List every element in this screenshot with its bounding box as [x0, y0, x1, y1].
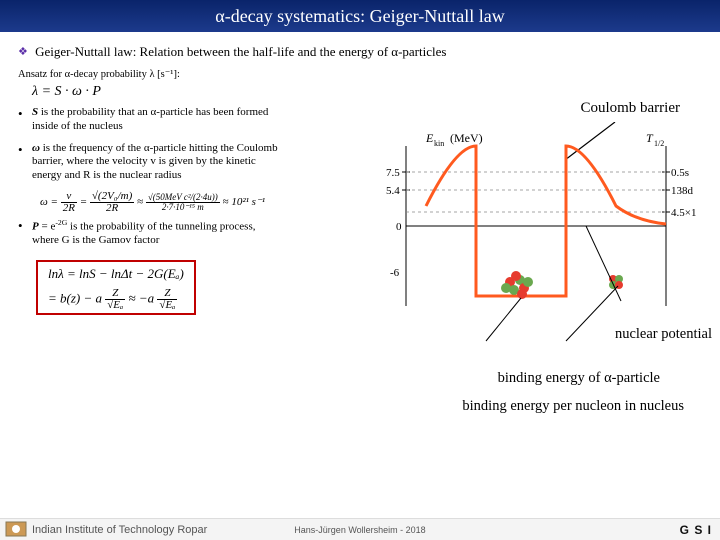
svg-text:7.5: 7.5	[386, 167, 400, 179]
footer: Indian Institute of Technology Ropar Han…	[0, 518, 720, 540]
p-symbol: P	[32, 220, 39, 232]
iit-logo-icon	[4, 520, 28, 538]
main-bullet-text: Geiger-Nuttall law: Relation between the…	[35, 44, 446, 59]
svg-text:138d: 138d	[671, 185, 694, 197]
omega-text: is the frequency of the α-particle hitti…	[32, 142, 278, 182]
potential-diagram: E kin (MeV) T 1/2 7.5 5.4 0 -6 0.5s 138d…	[366, 126, 696, 346]
boxed-line2: = b(z) − a Z√Eₐ ≈ −a Z√Eₐ	[48, 288, 184, 311]
svg-text:5.4: 5.4	[386, 185, 400, 197]
footer-left: Indian Institute of Technology Ropar	[32, 524, 207, 536]
omega-symbol: ω	[32, 142, 40, 154]
svg-text:4.5×10⁹a: 4.5×10⁹a	[671, 207, 696, 219]
bullet-dot-icon: •	[18, 142, 32, 183]
slide-title: α-decay systematics: Geiger-Nuttall law	[0, 0, 720, 32]
diamond-bullet-icon: ❖	[18, 45, 28, 58]
s-text: is the probability that an α-particle ha…	[32, 106, 268, 132]
ansatz-line: Ansatz for α-decay probability λ [s⁻¹]:	[18, 68, 702, 80]
be-alpha-label: binding energy of α-particle	[498, 370, 660, 387]
svg-text:0.5s: 0.5s	[671, 167, 689, 179]
be-nucleon-label: binding energy per nucleon in nucleus	[462, 398, 684, 415]
boxed-formula: lnλ = lnS − lnΔt − 2G(Eₐ) = b(z) − a Z√E…	[36, 260, 196, 315]
bullet-dot-icon: •	[18, 106, 32, 134]
nuclear-potential-label: nuclear potential	[615, 326, 712, 343]
svg-text:(MeV): (MeV)	[450, 131, 483, 145]
p-eq: = e	[39, 220, 56, 232]
svg-text:E: E	[425, 131, 434, 145]
main-bullet: ❖ Geiger-Nuttall law: Relation between t…	[18, 44, 702, 60]
svg-text:1/2: 1/2	[654, 139, 664, 148]
coulomb-label: Coulomb barrier	[580, 100, 680, 117]
svg-text:kin: kin	[434, 139, 444, 148]
gsi-logo: G S I	[680, 523, 712, 537]
boxed-line1: lnλ = lnS − lnΔt − 2G(Eₐ)	[48, 266, 184, 282]
p-exp: -2G	[55, 218, 67, 227]
svg-text:-6: -6	[390, 267, 400, 279]
footer-mid: Hans-Jürgen Wollersheim - 2018	[294, 525, 425, 535]
svg-text:0: 0	[396, 221, 402, 233]
bullet-dot-icon: •	[18, 218, 32, 248]
omega-formula: ω = v2R = √(2V₀/m)2R ≈ √(50MeV c²/(2·4u)…	[40, 191, 270, 214]
svg-text:T: T	[646, 131, 654, 145]
lambda-formula: λ = S · ω · P	[32, 84, 212, 100]
